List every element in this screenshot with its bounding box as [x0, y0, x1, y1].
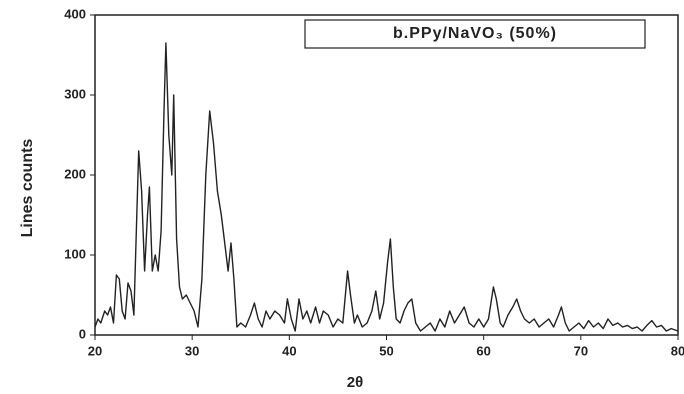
- y-axis-label: Lines counts: [19, 139, 36, 238]
- legend-box: [304, 19, 646, 49]
- y-tick-label: 100: [64, 246, 86, 261]
- y-tick-label: 0: [79, 326, 86, 341]
- data-line: [94, 42, 679, 332]
- y-tick-label: 400: [64, 6, 86, 21]
- legend-label: b.PPy/NaVO₃ (50%): [393, 25, 557, 42]
- y-tick-label: 200: [64, 166, 86, 181]
- x-tick-label: 20: [88, 343, 102, 358]
- x-tick-label: 30: [185, 343, 199, 358]
- x-axis-label: 2θ: [347, 374, 363, 391]
- x-tick-label: 40: [282, 343, 296, 358]
- x-tick-label: 70: [574, 343, 588, 358]
- x-tick-label: 80: [671, 343, 684, 358]
- plot-frame: [94, 14, 679, 336]
- x-tick-label: 60: [476, 343, 490, 358]
- y-tick-label: 300: [64, 86, 86, 101]
- x-tick-label: 50: [379, 343, 393, 358]
